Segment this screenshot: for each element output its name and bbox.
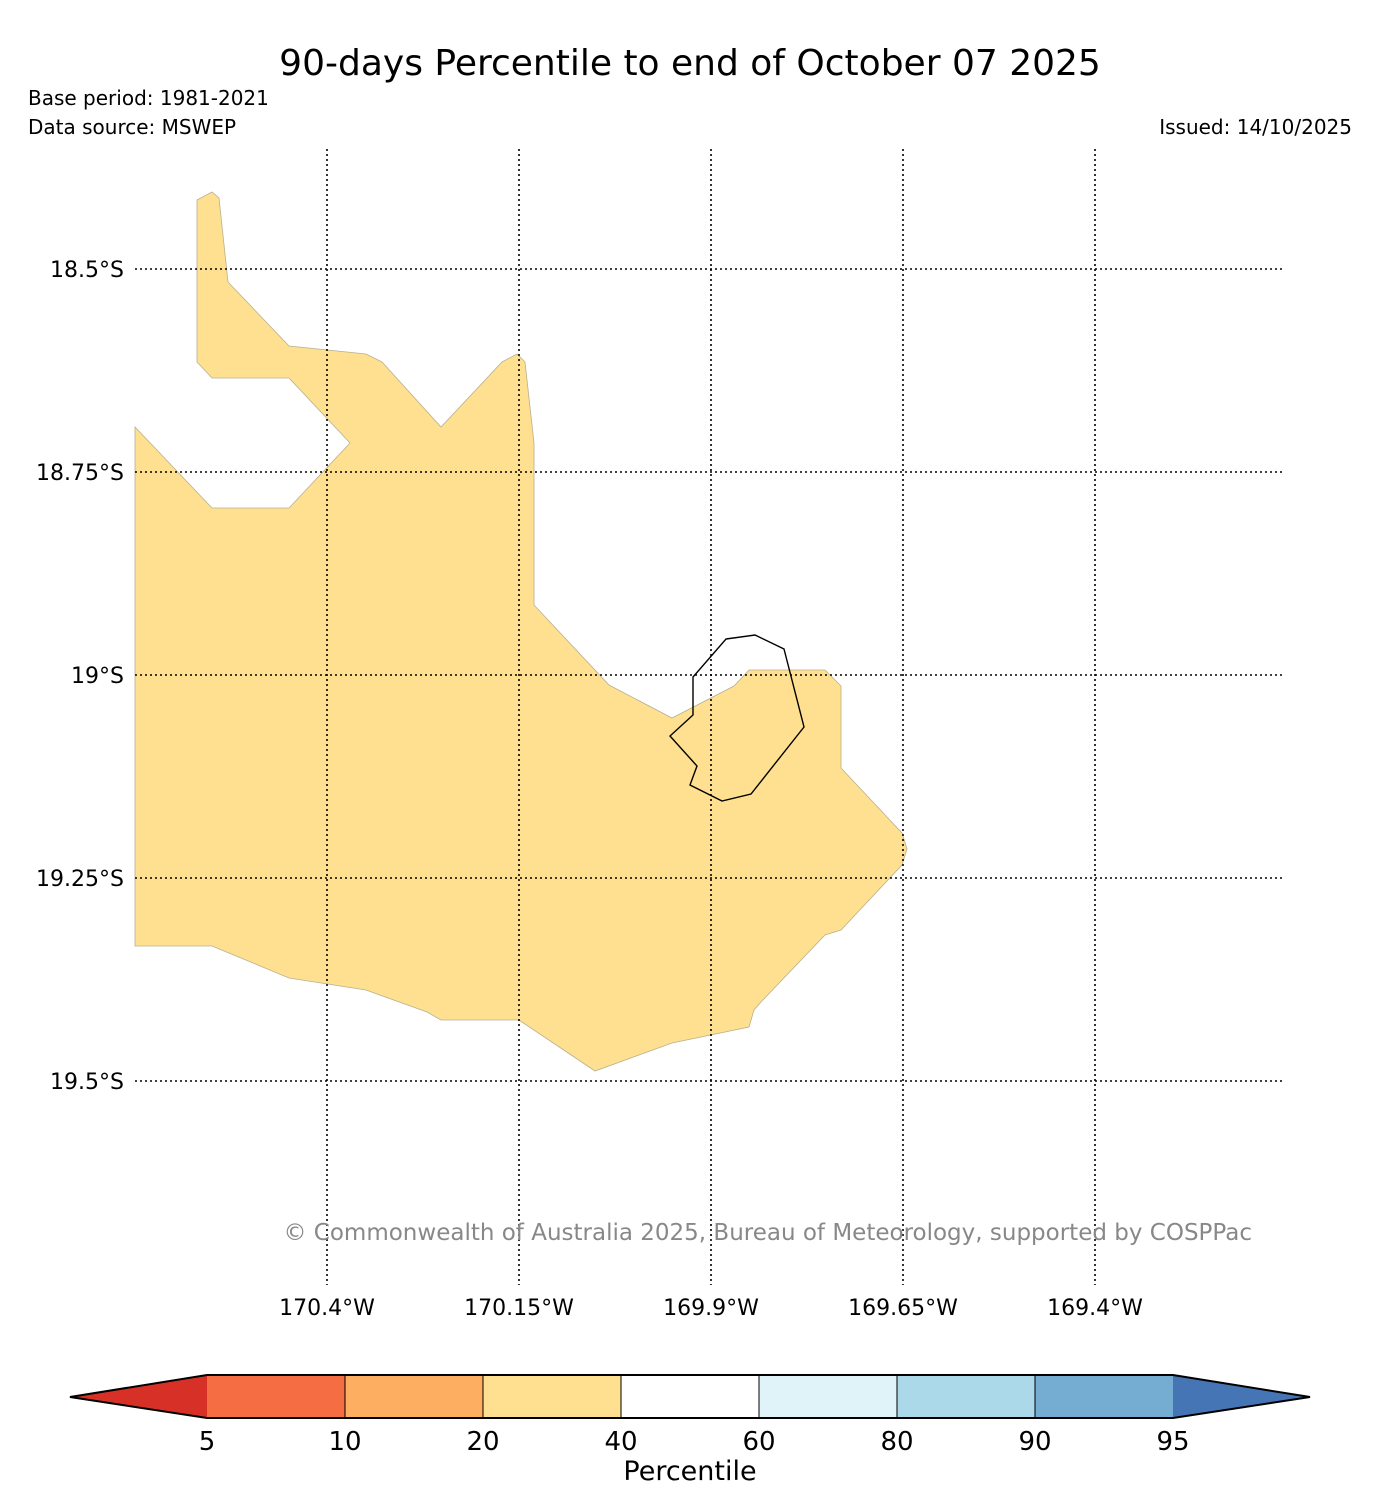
colorbar-tick-label: 10 [328,1427,361,1457]
base-period: Base period: 1981-2021 [28,86,269,110]
lon-tick-label: 169.65°W [848,1296,958,1321]
colorbar-tick-label: 90 [1018,1427,1051,1457]
lon-tick-label: 170.4°W [279,1296,375,1321]
percentile-region-20-40 [134,191,908,1072]
colorbar-tick-label: 80 [880,1427,913,1457]
copyright-notice: © Commonwealth of Australia 2025, Bureau… [283,1220,1252,1246]
colorbar-tick-label: 5 [199,1427,216,1457]
colorbar-tick-label: 95 [1156,1427,1189,1457]
colorbar-outline [69,1374,1311,1419]
colorbar-label: Percentile [623,1456,756,1487]
data-source: Data source: MSWEP [28,115,236,139]
latitude-gridlines [135,268,1285,1082]
map-title: 90-days Percentile to end of October 07 … [279,43,1101,84]
colorbar-tick-label: 60 [742,1427,775,1457]
colorbar-segment-40-60 [621,1375,759,1418]
island-outline [669,634,805,802]
lon-tick-label: 169.9°W [663,1296,759,1321]
lon-tick-label: 170.15°W [464,1296,574,1321]
issued-date: Issued: 14/10/2025 [1159,115,1352,139]
lon-tick-label: 169.4°W [1047,1296,1143,1321]
colorbar-segment-60-80 [759,1375,897,1418]
lat-tick-label: 19.5°S [50,1070,124,1095]
colorbar-extension-low [70,1375,207,1418]
colorbar-segment-90-95 [1035,1375,1173,1418]
colorbar: 5 10 20 40 60 80 90 95 Percentile [69,1374,1311,1487]
colorbar-extension-high [1173,1375,1310,1418]
lat-tick-label: 19°S [71,664,124,689]
colorbar-segment-10-20 [345,1375,483,1418]
longitude-gridlines [326,149,1096,1285]
lat-tick-label: 19.25°S [36,867,124,892]
colorbar-segment-80-90 [897,1375,1035,1418]
lat-tick-label: 18.75°S [36,461,124,486]
colorbar-dividers [344,1375,1036,1418]
lat-tick-label: 18.5°S [50,258,124,283]
colorbar-segment-5-10 [207,1375,345,1418]
colorbar-segment-20-40 [483,1375,621,1418]
colorbar-tick-label: 40 [604,1427,637,1457]
colorbar-tick-label: 20 [466,1427,499,1457]
